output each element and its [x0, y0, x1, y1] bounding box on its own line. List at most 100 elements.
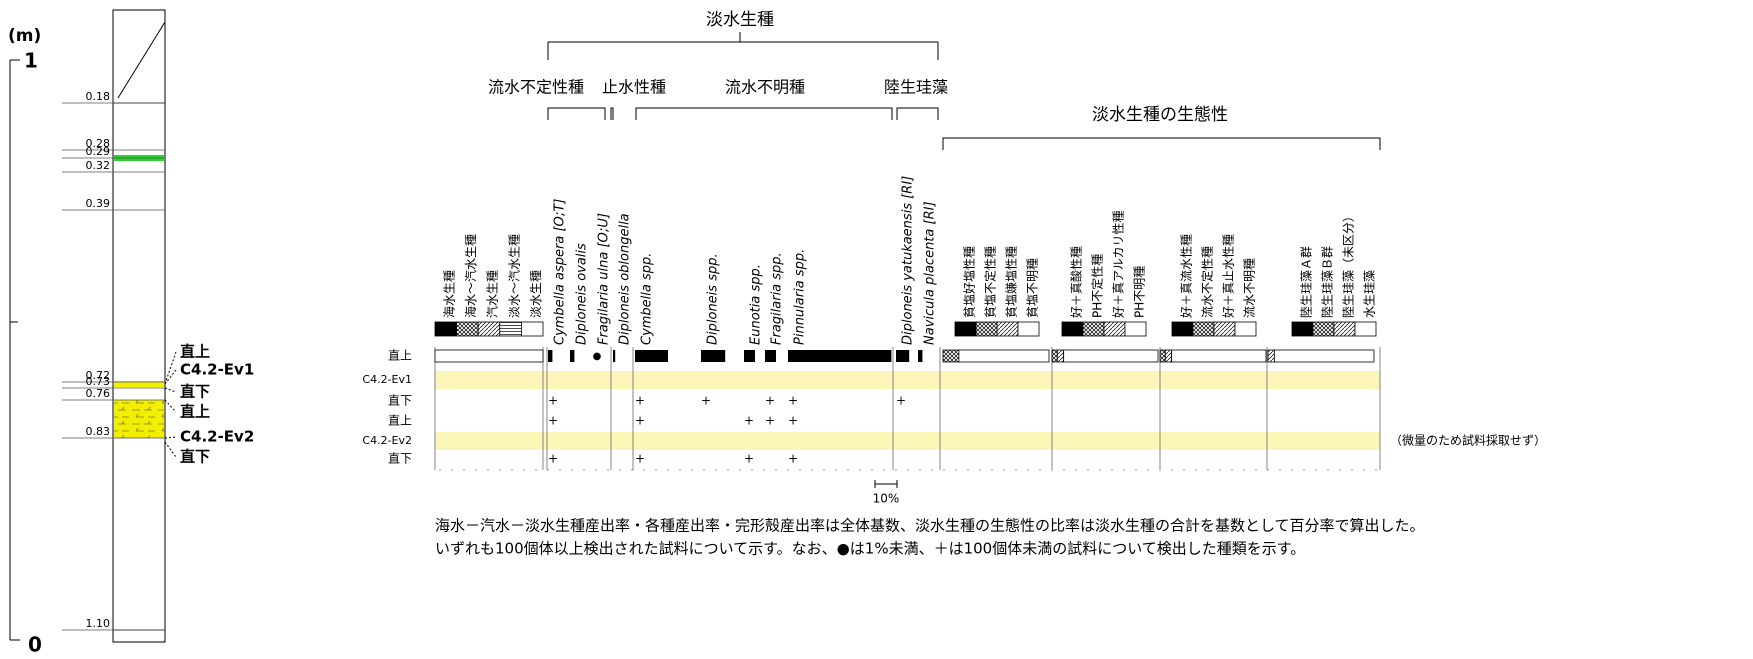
axis-bottom-label: 0	[28, 633, 42, 657]
species-label: Fragilaria spp.	[770, 252, 785, 345]
ecology-title: 淡水生種の生態性	[1092, 105, 1228, 125]
group-bracket	[635, 107, 893, 120]
species-label: Eunotia spp.	[749, 264, 764, 345]
species-label: Diploneis yatukaensis [RI]	[901, 176, 916, 345]
legend-swatch	[1171, 321, 1194, 337]
category-label: 淡水～汽水生種	[506, 234, 521, 318]
ecology-bar	[1056, 349, 1065, 363]
category-label: 貧塩不明種	[1025, 258, 1040, 318]
ecology-bar	[1267, 349, 1275, 363]
side-label: 直上	[180, 403, 210, 421]
species-bar	[635, 350, 668, 362]
depth-label: 0.39	[86, 197, 111, 210]
legend-swatch	[996, 321, 1019, 337]
group-bracket	[610, 107, 614, 120]
ecology-bar	[1159, 349, 1166, 363]
ecology-bar	[1171, 349, 1267, 363]
footnote: いずれも100個体以上検出された試料について示す。なお、●は1%未満、＋は100…	[435, 540, 1305, 558]
species-label: Navicula placenta [RI]	[923, 201, 938, 345]
species-label: Diploneis oblongella	[618, 213, 633, 345]
species-bar	[896, 350, 910, 362]
category-label: 海水～汽水生種	[463, 234, 478, 318]
legend-swatch	[1082, 321, 1105, 337]
species-bar	[788, 350, 892, 362]
unit-label: (m)	[8, 26, 41, 46]
yellow-layer	[114, 381, 164, 387]
species-bar	[701, 350, 726, 362]
legend-swatch	[1017, 321, 1040, 337]
species-mark: +	[896, 394, 906, 408]
depth-label: 0.18	[86, 90, 111, 103]
group-label: 陸生珪藻	[884, 78, 948, 97]
legend-swatch	[975, 321, 998, 337]
legend-swatch	[1061, 321, 1084, 337]
species-mark: +	[548, 394, 558, 408]
diagram-title: 淡水生種	[706, 10, 774, 30]
category-label: PH不明種	[1133, 266, 1147, 318]
ecology-bar	[1063, 349, 1159, 363]
species-label: Cymbella spp.	[640, 253, 655, 345]
sample-band	[435, 371, 1380, 389]
species-mark: +	[548, 414, 558, 428]
side-label: C4.2-Ev2	[180, 428, 254, 446]
depth-label: 0.32	[86, 159, 111, 172]
species-mark: +	[788, 394, 798, 408]
side-label: 直下	[180, 448, 210, 466]
legend-swatch	[1312, 321, 1335, 337]
category-label: 陸生珪藻Ｂ群	[1321, 246, 1335, 318]
species-mark: +	[701, 394, 711, 408]
note: （微量のため試料採取せず）	[1390, 433, 1546, 448]
category-label: 水生珪藻	[1363, 270, 1377, 318]
side-label: 直上	[180, 343, 210, 361]
depth-column: (m) 1 0	[8, 9, 177, 657]
sample-band	[435, 432, 1380, 450]
legend-swatch	[434, 321, 458, 337]
column-diagonal	[117, 21, 166, 99]
legend-swatch	[1213, 321, 1236, 337]
category-label: 好＋真酸性種	[1069, 246, 1084, 318]
species-bar	[548, 350, 553, 362]
species-label: Diploneis ovalis	[575, 243, 590, 345]
column-mud	[112, 102, 166, 631]
group-bracket	[896, 107, 939, 120]
axis-top-label: 1	[24, 49, 38, 73]
species-mark: +	[744, 414, 754, 428]
ecology-bar	[1164, 349, 1173, 363]
species-mark: +	[635, 452, 645, 466]
depth-label: 0.83	[86, 425, 111, 438]
row-label: 直上	[388, 349, 412, 363]
species-mark: +	[635, 394, 645, 408]
depth-axis	[9, 59, 20, 641]
species-label: Pinnularia spp.	[793, 249, 808, 345]
diagram: 淡水生種 淡水生種の生態性 （微量のため試料採取せず） 10% 海水－汽水－淡水…	[435, 10, 1546, 558]
scale-label: 10%	[873, 492, 900, 506]
species-bar	[570, 350, 575, 362]
side-label: 直下	[180, 383, 210, 401]
category-label: 貧塩嫌塩性種	[1004, 246, 1019, 318]
row-label: 直下	[388, 394, 412, 408]
legend-swatch	[499, 321, 522, 337]
species-mark: +	[765, 394, 775, 408]
legend-swatch	[521, 321, 544, 337]
salinity-bar	[434, 349, 544, 363]
category-label: 好＋真アルカリ性種	[1112, 210, 1126, 318]
species-bar	[744, 350, 755, 362]
depth-label: 0.76	[86, 387, 111, 400]
category-label: 流水不定性種	[1200, 246, 1215, 318]
row-label: C4.2-Ev1	[362, 373, 412, 386]
category-label: 好＋真流水性種	[1180, 234, 1194, 318]
category-label: 貧塩好塩性種	[962, 246, 977, 318]
legend-swatch	[1234, 321, 1257, 337]
ecology-bracket	[942, 137, 1381, 150]
category-label: 好＋真止水性種	[1222, 234, 1236, 318]
ecology-bar	[942, 349, 960, 363]
species-label: Fragilaria ulna [O;U]	[597, 213, 612, 345]
category-label: PH不定性種	[1090, 254, 1105, 318]
legend-swatch	[1333, 321, 1356, 337]
ecology-bar	[1051, 349, 1058, 363]
legend-swatch	[456, 321, 479, 337]
category-label: 汽水生種	[485, 270, 500, 318]
group-label: 流水不明種	[725, 78, 805, 97]
category-label: 陸生珪藻（未区分）	[1342, 210, 1356, 318]
